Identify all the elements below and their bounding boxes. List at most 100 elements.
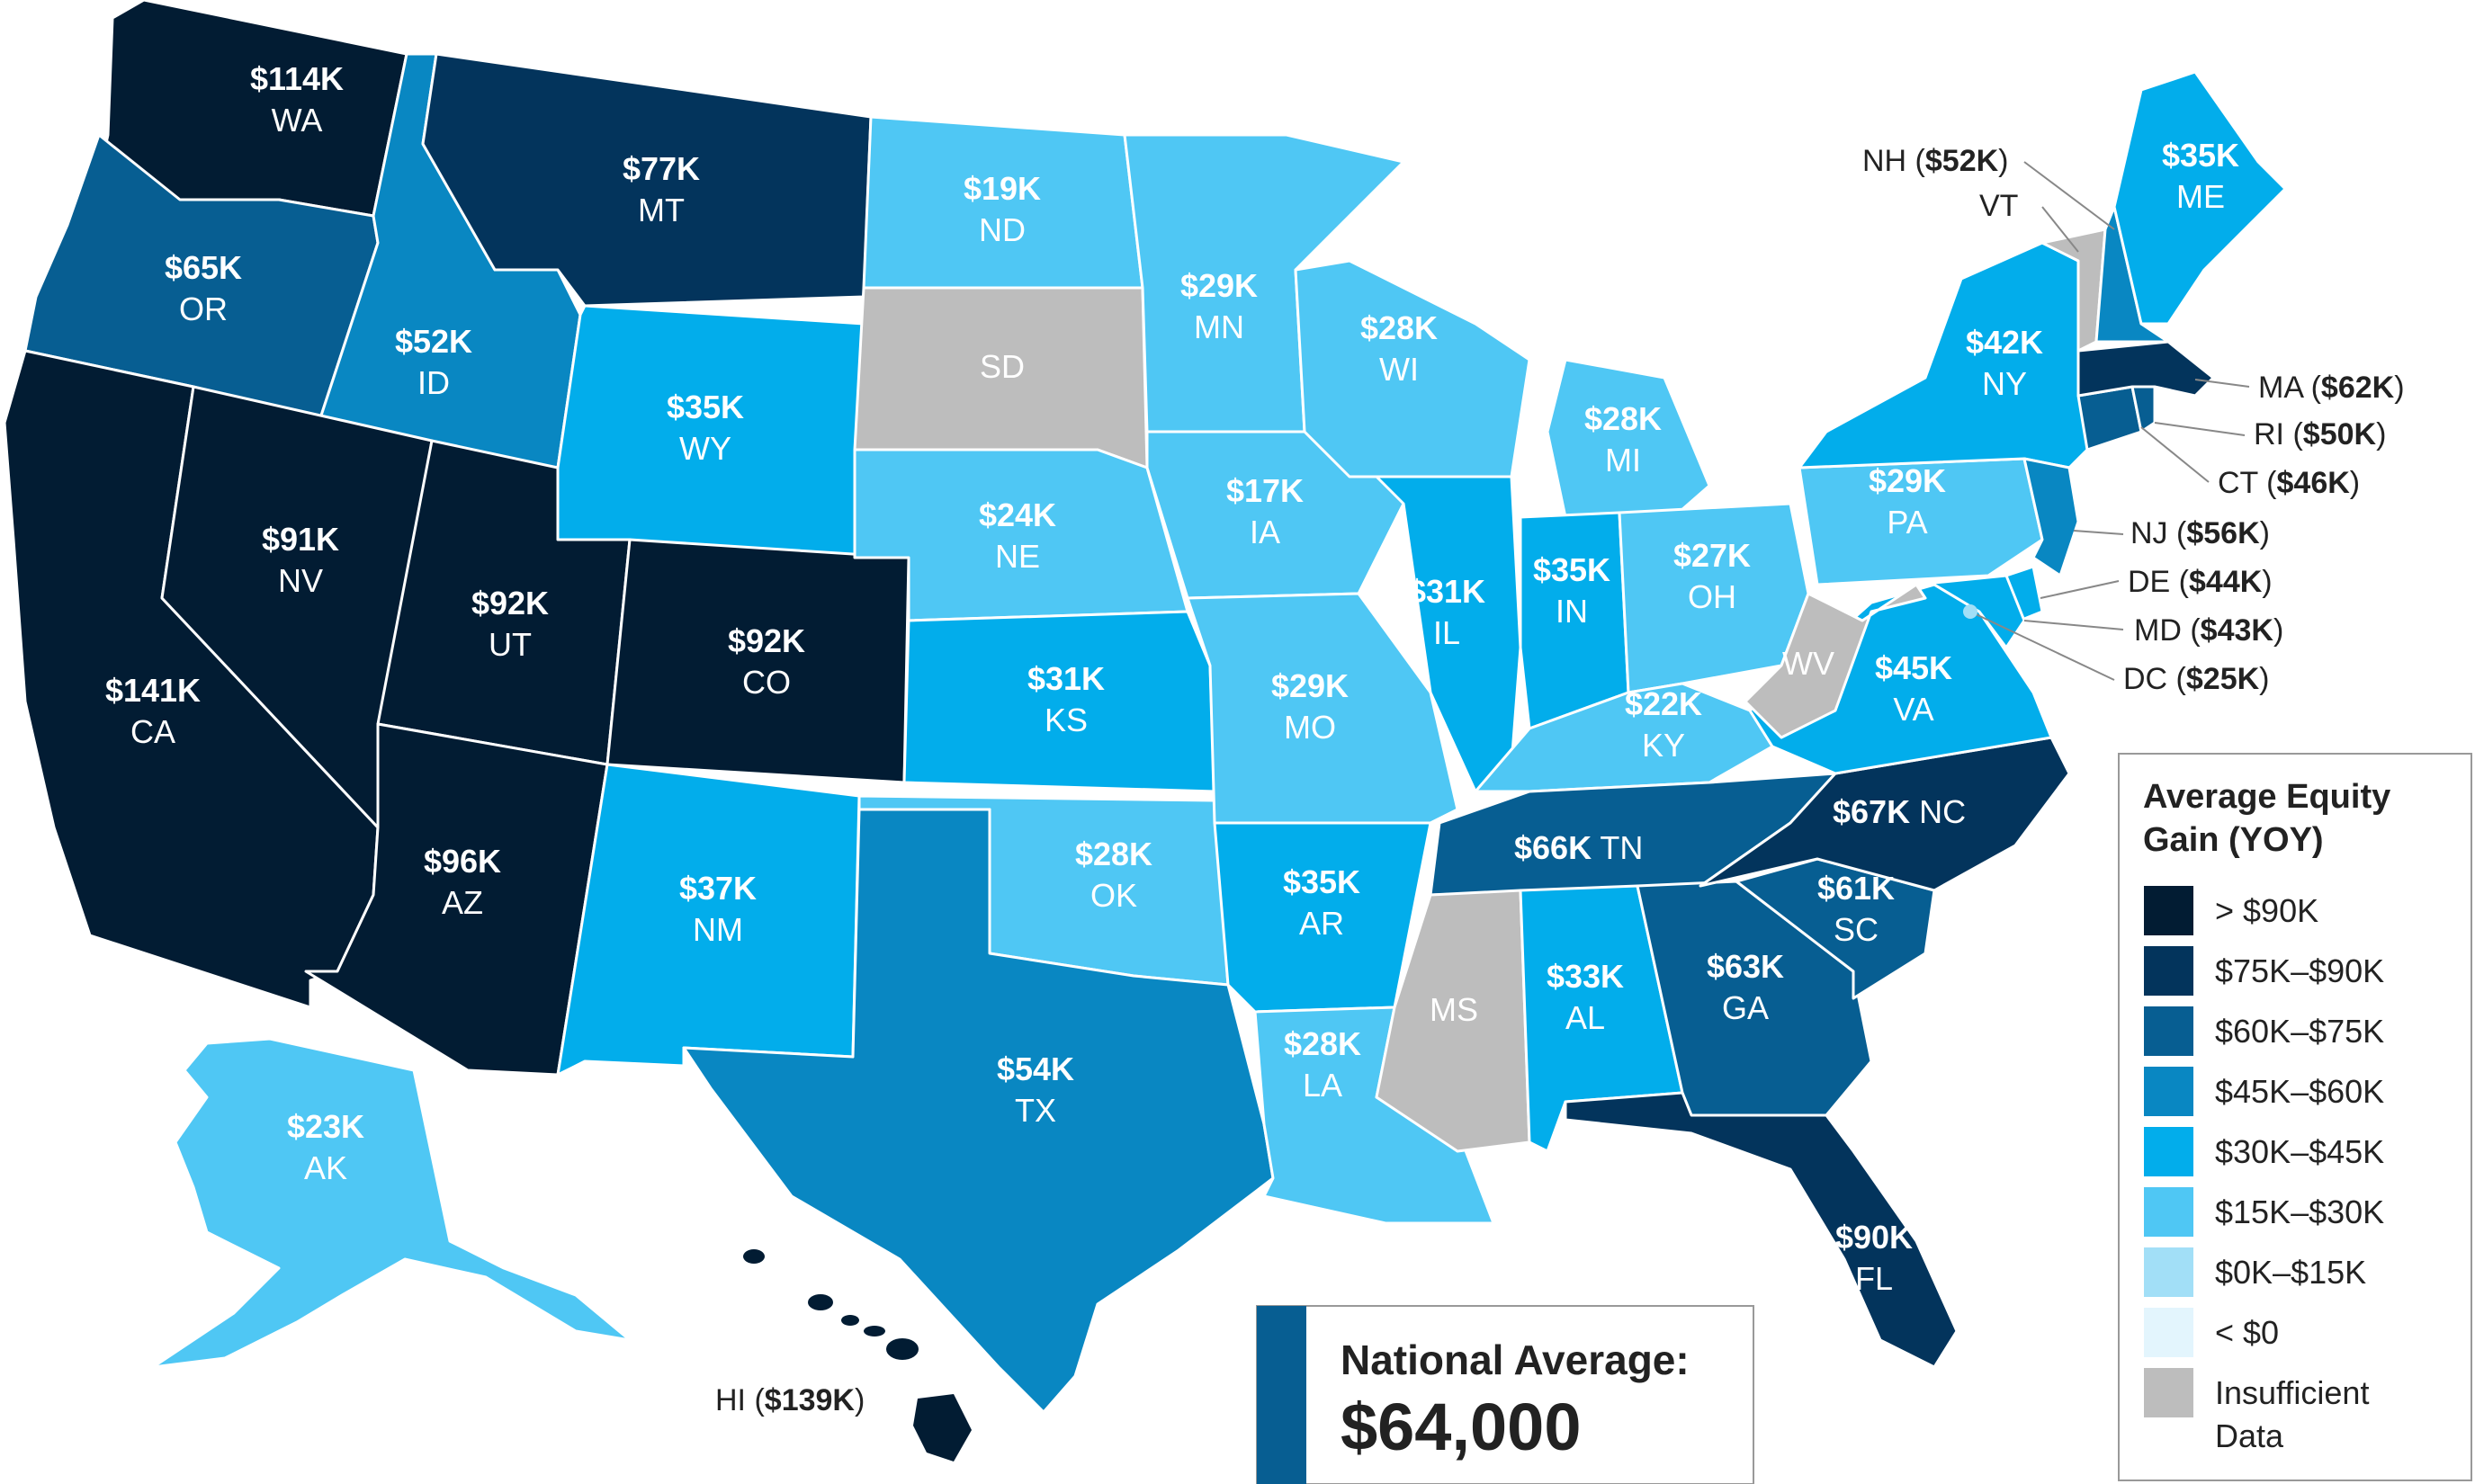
state-hi[interactable] [743, 1249, 972, 1462]
state-ct[interactable] [2076, 385, 2143, 451]
state-value-co: $92K [728, 622, 805, 659]
state-abbr-il: IL [1433, 614, 1460, 651]
legend-swatch-3 [2144, 1067, 2193, 1116]
svg-text:NJ ($56K): NJ ($56K) [2130, 516, 2270, 550]
state-mi[interactable] [1546, 358, 1711, 519]
state-wv[interactable] [1744, 583, 1927, 739]
state-value-ks: $31K [1027, 660, 1105, 697]
state-ma[interactable] [2076, 340, 2215, 398]
state-value-nm: $37K [679, 870, 757, 907]
legend-swatch-7 [2144, 1308, 2193, 1357]
state-value-nv: $91K [262, 521, 339, 558]
legend: Average Equity Gain (YOY) > $90K $75K–$90… [2118, 753, 2472, 1481]
svg-text:RI ($50K): RI ($50K) [2254, 417, 2386, 451]
svg-text:NH ($52K): NH ($52K) [1862, 144, 2009, 178]
state-value-ga: $63K [1707, 948, 1784, 985]
state-value-tx: $54K [997, 1050, 1074, 1087]
callout-nh: NH ($52K) [1862, 144, 2115, 230]
svg-text:MA ($62K): MA ($62K) [2258, 371, 2405, 405]
legend-label-4: $30K–$45K [2215, 1133, 2384, 1170]
callout-md: MD ($43K) [2023, 613, 2283, 648]
state-abbr-ut: UT [489, 626, 532, 663]
legend-label-5: $15K–$30K [2215, 1193, 2384, 1230]
state-abbr-wa: WA [272, 102, 323, 139]
state-abbr-nm: NM [693, 911, 743, 948]
state-value-ut: $92K [471, 585, 549, 621]
state-ak[interactable] [151, 1037, 632, 1369]
national-average-label: National Average: [1341, 1336, 1690, 1383]
state-abbr-ca: CA [130, 713, 175, 750]
state-value-ny: $42K [1966, 324, 2043, 361]
state-abbr-ak: AK [304, 1149, 347, 1186]
national-average-accent-bar [1257, 1306, 1306, 1484]
legend-title-line1: Average Equity [2143, 778, 2390, 816]
state-abbr-sc: SC [1834, 911, 1879, 948]
state-value-ar: $35K [1283, 863, 1360, 900]
state-value-mo: $29K [1271, 667, 1349, 704]
state-value-il: $31K [1408, 573, 1485, 610]
state-abbr-mo: MO [1284, 709, 1336, 746]
legend-swatch-2 [2144, 1006, 2193, 1056]
national-average-value: $64,000 [1341, 1390, 1582, 1464]
state-nj[interactable] [2022, 457, 2080, 577]
state-value-me: $35K [2162, 137, 2239, 174]
state-wi[interactable] [1294, 259, 1531, 478]
state-value-ca: $141K [105, 672, 201, 709]
legend-label-8: Insufficient [2215, 1374, 2369, 1411]
state-value-ky: $22K [1625, 685, 1702, 722]
state-md[interactable] [1915, 574, 2026, 649]
state-abbr-ks: KS [1045, 702, 1088, 738]
state-fl[interactable] [1564, 1091, 1959, 1369]
state-value-mn: $29K [1180, 267, 1258, 304]
state-abbr-mt: MT [638, 192, 685, 228]
state-abbr-co: CO [742, 664, 791, 701]
state-abbr-ne: NE [995, 538, 1040, 575]
state-abbr-nd: ND [979, 211, 1026, 248]
state-value-wi: $28K [1360, 309, 1438, 346]
callout-ct: CT ($46K) [2140, 426, 2360, 500]
legend-label-3: $45K–$60K [2215, 1073, 2384, 1110]
state-me[interactable] [2112, 70, 2287, 326]
state-value-az: $96K [424, 843, 501, 880]
svg-text:MD ($43K): MD ($43K) [2134, 613, 2283, 648]
state-abbr-sd: SD [980, 348, 1025, 385]
callout-dc: DC ($25K) [1963, 604, 2270, 696]
state-abbr-wv: WV [1782, 645, 1834, 682]
state-nh[interactable] [2094, 205, 2170, 344]
state-value-id: $52K [395, 323, 472, 360]
state-mo[interactable] [1186, 592, 1459, 825]
state-value-wa: $114K [250, 60, 344, 97]
state-abbr-ar: AR [1299, 905, 1344, 942]
state-value-or: $65K [165, 249, 242, 286]
state-abbr-ky: KY [1642, 727, 1685, 764]
state-nc[interactable] [1699, 736, 2071, 892]
state-label-nc: $67K NC [1833, 793, 1966, 830]
state-va[interactable] [1748, 583, 2053, 775]
state-value-mt: $77K [623, 150, 700, 187]
svg-text:CT ($46K): CT ($46K) [2218, 466, 2360, 500]
legend-swatch-0 [2144, 886, 2193, 935]
state-abbr-al: AL [1565, 999, 1605, 1036]
state-abbr-ms: MS [1430, 991, 1478, 1028]
dc-marker [1963, 604, 1977, 619]
state-tx[interactable] [682, 808, 1275, 1414]
state-abbr-tx: TX [1015, 1092, 1056, 1129]
state-value-la: $28K [1284, 1025, 1361, 1062]
state-value-ia: $17K [1226, 472, 1304, 509]
national-average-box: National Average: $64,000 [1256, 1305, 1754, 1484]
state-value-ne: $24K [979, 496, 1056, 533]
state-value-in: $35K [1533, 551, 1610, 588]
state-value-wy: $35K [667, 389, 744, 425]
state-abbr-va: VA [1893, 691, 1933, 728]
state-abbr-mi: MI [1605, 442, 1641, 478]
legend-swatch-4 [2144, 1127, 2193, 1176]
state-vt[interactable] [2040, 228, 2107, 353]
state-abbr-ga: GA [1722, 989, 1769, 1026]
state-ny[interactable] [1798, 241, 2089, 469]
state-co[interactable] [605, 538, 910, 784]
svg-text:DE ($44K): DE ($44K) [2128, 565, 2273, 599]
state-value-ak: $23K [287, 1108, 364, 1145]
svg-text:HI ($139K): HI ($139K) [715, 1383, 865, 1417]
state-abbr-wi: WI [1379, 351, 1419, 388]
